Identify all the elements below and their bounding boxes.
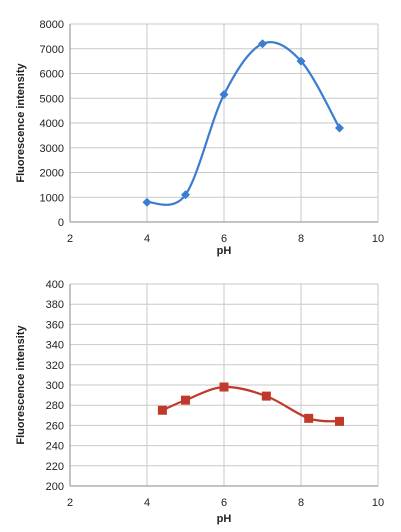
y-tick-label: 320 (46, 360, 64, 372)
y-tick-label: 2000 (40, 168, 64, 180)
y-tick-label: 5000 (40, 93, 64, 105)
x-axis-title: pH (217, 245, 232, 257)
x-axis-title: pH (217, 513, 232, 525)
y-tick-label: 360 (46, 319, 64, 331)
x-tick-label: 10 (372, 497, 384, 509)
x-tick-label: 6 (221, 497, 227, 509)
data-point-marker (219, 90, 229, 100)
x-tick-label: 8 (298, 233, 304, 245)
data-point-marker (157, 405, 167, 415)
y-tick-label: 240 (46, 441, 64, 453)
data-point-marker (335, 416, 344, 426)
y-tick-label: 400 (46, 279, 64, 291)
y-tick-label: 340 (46, 340, 64, 352)
data-point-marker (142, 197, 152, 207)
x-tick-label: 4 (144, 233, 150, 245)
data-point-marker (296, 56, 306, 66)
y-tick-label: 0 (58, 217, 64, 229)
data-point-marker (335, 123, 344, 133)
x-tick-label: 2 (67, 497, 73, 509)
y-tick-label: 8000 (40, 19, 64, 31)
data-point-marker (181, 395, 190, 405)
x-tick-label: 4 (144, 497, 150, 509)
y-tick-label: 300 (46, 380, 64, 392)
y-axis-title: Fluorescence intensity (15, 63, 27, 183)
data-point-marker (181, 190, 190, 200)
chart-2: 200 220 240 260 280 300 320 340 360 380 400 2 4 6 8 10 p… (15, 279, 384, 525)
data-point-marker (219, 382, 229, 392)
y-tick-label: 260 (46, 420, 64, 432)
y-tick-label: 6000 (40, 69, 64, 81)
x-tick-label: 10 (372, 233, 384, 245)
y-tick-label: 1000 (40, 192, 64, 204)
y-axis-title: Fluorescence intensity (15, 325, 27, 445)
x-tick-label: 6 (221, 233, 227, 245)
x-tick-label: 2 (67, 233, 73, 245)
y-tick-label: 200 (46, 481, 64, 493)
y-tick-label: 380 (46, 299, 64, 311)
y-tick-label: 280 (46, 400, 64, 412)
chart-1: 0 1000 2000 3000 4000 5000 6000 7000 8000 2 4 6 8 10 p… (15, 19, 384, 257)
data-point-marker (304, 413, 314, 423)
data-point-marker (261, 391, 271, 401)
data-point-marker (258, 39, 267, 49)
y-tick-label: 3000 (40, 143, 64, 155)
y-tick-label: 4000 (40, 118, 64, 130)
y-tick-label: 7000 (40, 44, 64, 56)
y-tick-label: 220 (46, 461, 64, 473)
x-tick-label: 8 (298, 497, 304, 509)
